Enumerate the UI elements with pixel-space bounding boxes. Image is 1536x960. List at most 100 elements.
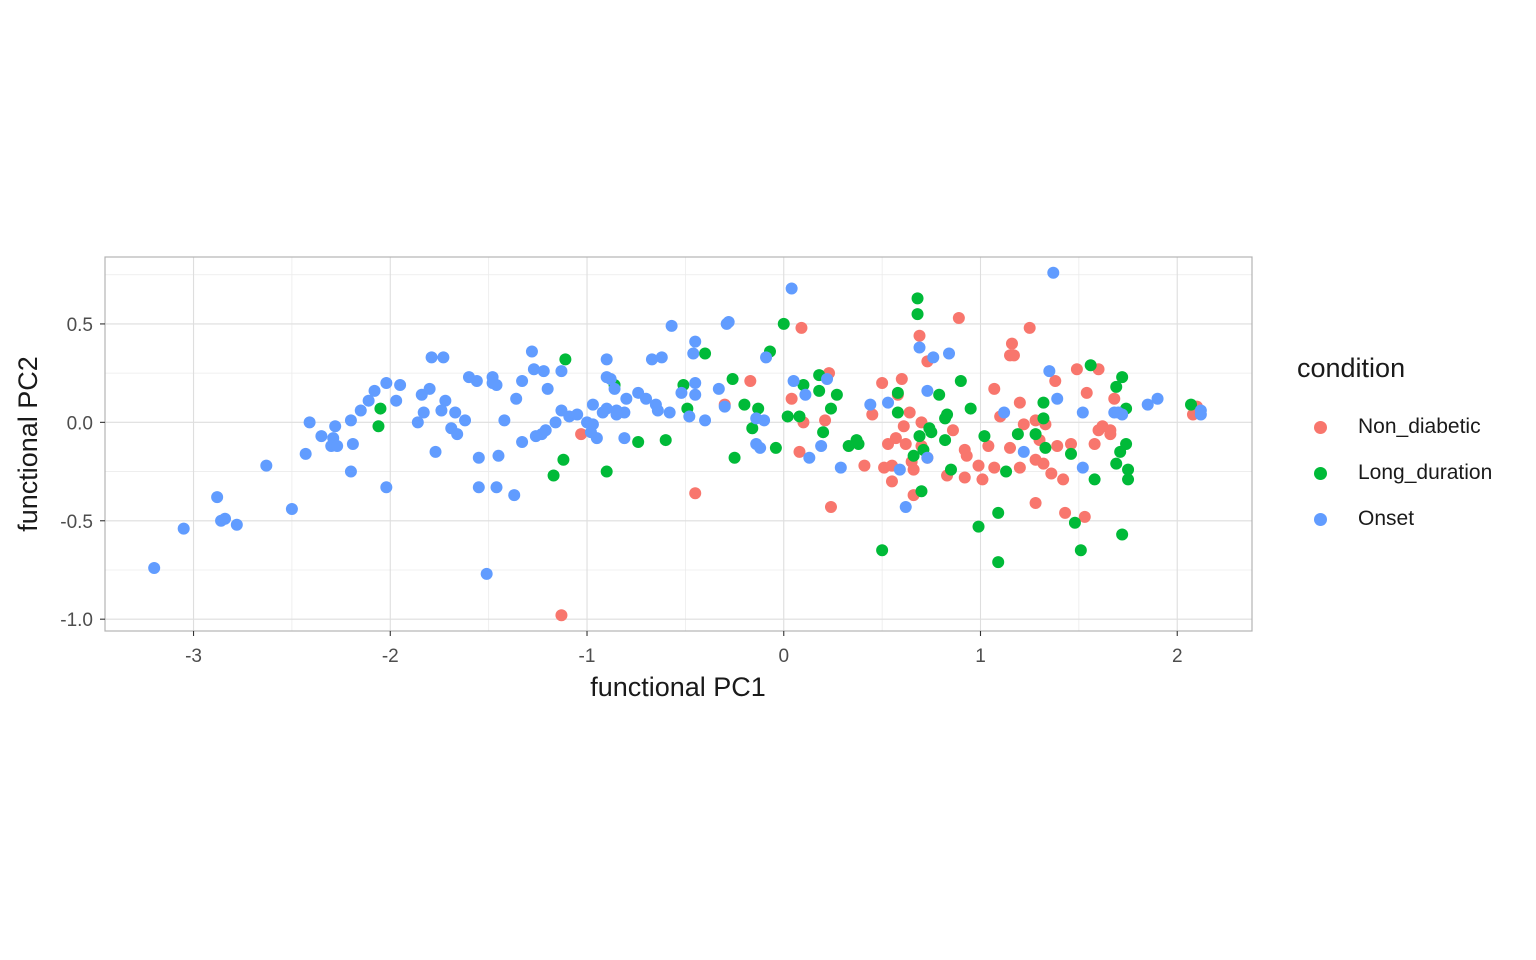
point-long-duration [1037, 396, 1050, 409]
point-non-diabetic [1078, 510, 1091, 523]
point-non-diabetic [555, 609, 568, 622]
point-onset [211, 491, 224, 504]
point-onset [571, 408, 584, 421]
point-onset [620, 392, 633, 405]
point-onset [998, 406, 1011, 419]
point-long-duration [777, 317, 790, 330]
point-long-duration [944, 463, 957, 476]
point-onset [285, 502, 298, 515]
point-onset [799, 388, 812, 401]
point-onset [449, 406, 462, 419]
point-long-duration [372, 420, 385, 433]
point-long-duration [813, 384, 826, 397]
point-long-duration [954, 375, 967, 388]
point-onset [699, 414, 712, 427]
point-non-diabetic [958, 471, 971, 484]
legend-item-long-duration: Long_duration [1297, 450, 1527, 496]
point-onset [527, 363, 540, 376]
point-onset [470, 375, 483, 388]
point-long-duration [738, 398, 751, 411]
point-long-duration [891, 406, 904, 419]
x-axis-title: functional PC1 [590, 672, 766, 702]
point-long-duration [939, 434, 952, 447]
point-onset [148, 562, 161, 575]
point-onset [555, 365, 568, 378]
point-onset [525, 345, 538, 358]
x-tick-label: 0 [778, 646, 789, 667]
point-non-diabetic [982, 439, 995, 452]
point-long-duration [891, 386, 904, 399]
point-non-diabetic [1070, 363, 1083, 376]
point-long-duration [1000, 465, 1013, 478]
point-non-diabetic [913, 329, 926, 342]
point-onset [415, 388, 428, 401]
point-non-diabetic [819, 414, 832, 427]
point-onset [943, 347, 956, 360]
point-onset [675, 386, 688, 399]
point-onset [1076, 406, 1089, 419]
point-long-duration [911, 292, 924, 305]
legend-key-non-diabetic [1314, 420, 1327, 434]
legend-item-non-diabetic: Non_diabetic [1297, 404, 1527, 450]
point-non-diabetic [907, 463, 920, 476]
point-long-duration [1110, 380, 1123, 393]
point-long-duration [978, 430, 991, 443]
point-long-duration [752, 402, 765, 415]
legend-item-onset: Onset [1297, 496, 1527, 542]
point-onset [177, 522, 190, 535]
point-onset [329, 420, 342, 433]
point-onset [411, 416, 424, 429]
point-non-diabetic [1005, 337, 1018, 350]
point-long-duration [925, 426, 938, 439]
point-onset [758, 414, 771, 427]
point-long-duration [915, 485, 928, 498]
point-non-diabetic [866, 408, 879, 421]
point-non-diabetic [1037, 457, 1050, 470]
point-onset [451, 428, 464, 441]
point-non-diabetic [1104, 424, 1117, 437]
point-onset [608, 382, 621, 395]
point-non-diabetic [876, 376, 889, 389]
point-onset [665, 319, 678, 332]
plot-border [104, 256, 1253, 632]
point-long-duration [1037, 412, 1050, 425]
point-long-duration [1068, 516, 1081, 529]
point-onset [315, 430, 328, 443]
point-onset [604, 373, 617, 386]
point-onset [516, 436, 529, 449]
point-long-duration [913, 430, 926, 443]
legend-key-long-duration [1314, 466, 1327, 480]
point-onset [344, 465, 357, 478]
point-long-duration [726, 373, 739, 386]
point-onset [1043, 365, 1056, 378]
point-onset [1151, 392, 1164, 405]
point-non-diabetic [1045, 467, 1058, 480]
point-onset [787, 375, 800, 388]
point-non-diabetic [952, 312, 965, 325]
point-long-duration [1116, 371, 1129, 384]
point-long-duration [1074, 544, 1087, 557]
x-tick-label: 1 [975, 646, 986, 667]
point-onset [640, 392, 653, 405]
point-onset [689, 376, 702, 389]
point-long-duration [659, 434, 672, 447]
point-long-duration [797, 378, 810, 391]
point-long-duration [876, 544, 889, 557]
point-long-duration [1122, 473, 1135, 486]
point-onset [425, 351, 438, 364]
point-non-diabetic [575, 428, 588, 441]
point-non-diabetic [1064, 438, 1077, 450]
point-non-diabetic [824, 500, 837, 513]
point-onset [303, 416, 316, 429]
point-long-duration [992, 556, 1005, 569]
point-long-duration [1011, 428, 1024, 441]
point-onset [472, 481, 485, 494]
point-onset [516, 375, 529, 388]
point-long-duration [781, 410, 794, 423]
point-long-duration [1084, 359, 1097, 372]
point-non-diabetic [1004, 441, 1017, 454]
point-onset [718, 400, 731, 413]
point-non-diabetic [1029, 497, 1042, 510]
plot-panel [105, 257, 1252, 631]
legend-title: condition [1297, 353, 1406, 383]
